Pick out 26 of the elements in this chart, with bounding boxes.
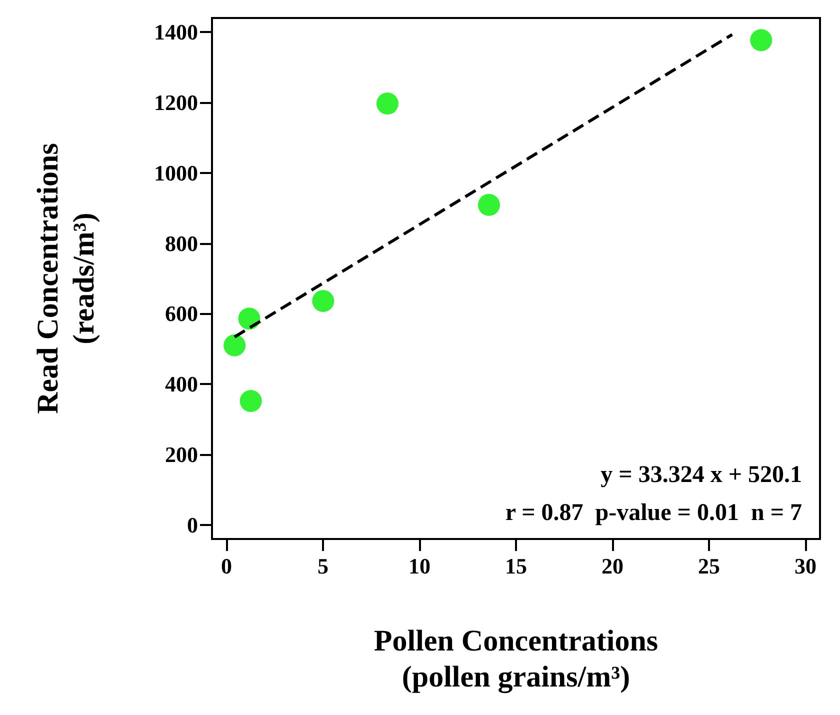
annotation: r = 0.87 p-value = 0.01 n = 7 (505, 500, 802, 526)
y-tick-label: 800 (165, 230, 198, 256)
x-tick-label: 0 (220, 554, 232, 578)
y-tick-label: 600 (165, 301, 198, 326)
x-axis-title: Pollen Concentrations (pollen grains/m³) (374, 624, 658, 694)
y-tick-label: 0 (187, 512, 198, 538)
point (750, 29, 772, 52)
x-tick-label: 25 (698, 554, 720, 578)
point (376, 92, 398, 115)
y-tick-label: 1400 (154, 20, 198, 45)
point (478, 194, 500, 216)
point (224, 334, 246, 356)
x-tick-label: 30 (794, 554, 817, 578)
y-axis-title: Read Concentrations (reads/m³) (32, 143, 100, 414)
x-tick-label: 20 (602, 554, 624, 578)
x-tick-label: 10 (408, 554, 430, 578)
y-tick-label: 1000 (154, 160, 198, 186)
point (238, 308, 260, 330)
y-tick-label: 200 (165, 442, 198, 468)
y-tick-label: 1200 (154, 90, 198, 115)
point (312, 290, 334, 312)
x-tick-label: 15 (505, 554, 527, 578)
annotation: y = 33.324 x + 520.1 (600, 462, 802, 488)
x-tick-label: 5 (317, 554, 328, 578)
y-tick-label: 400 (165, 372, 198, 397)
point (240, 390, 262, 412)
